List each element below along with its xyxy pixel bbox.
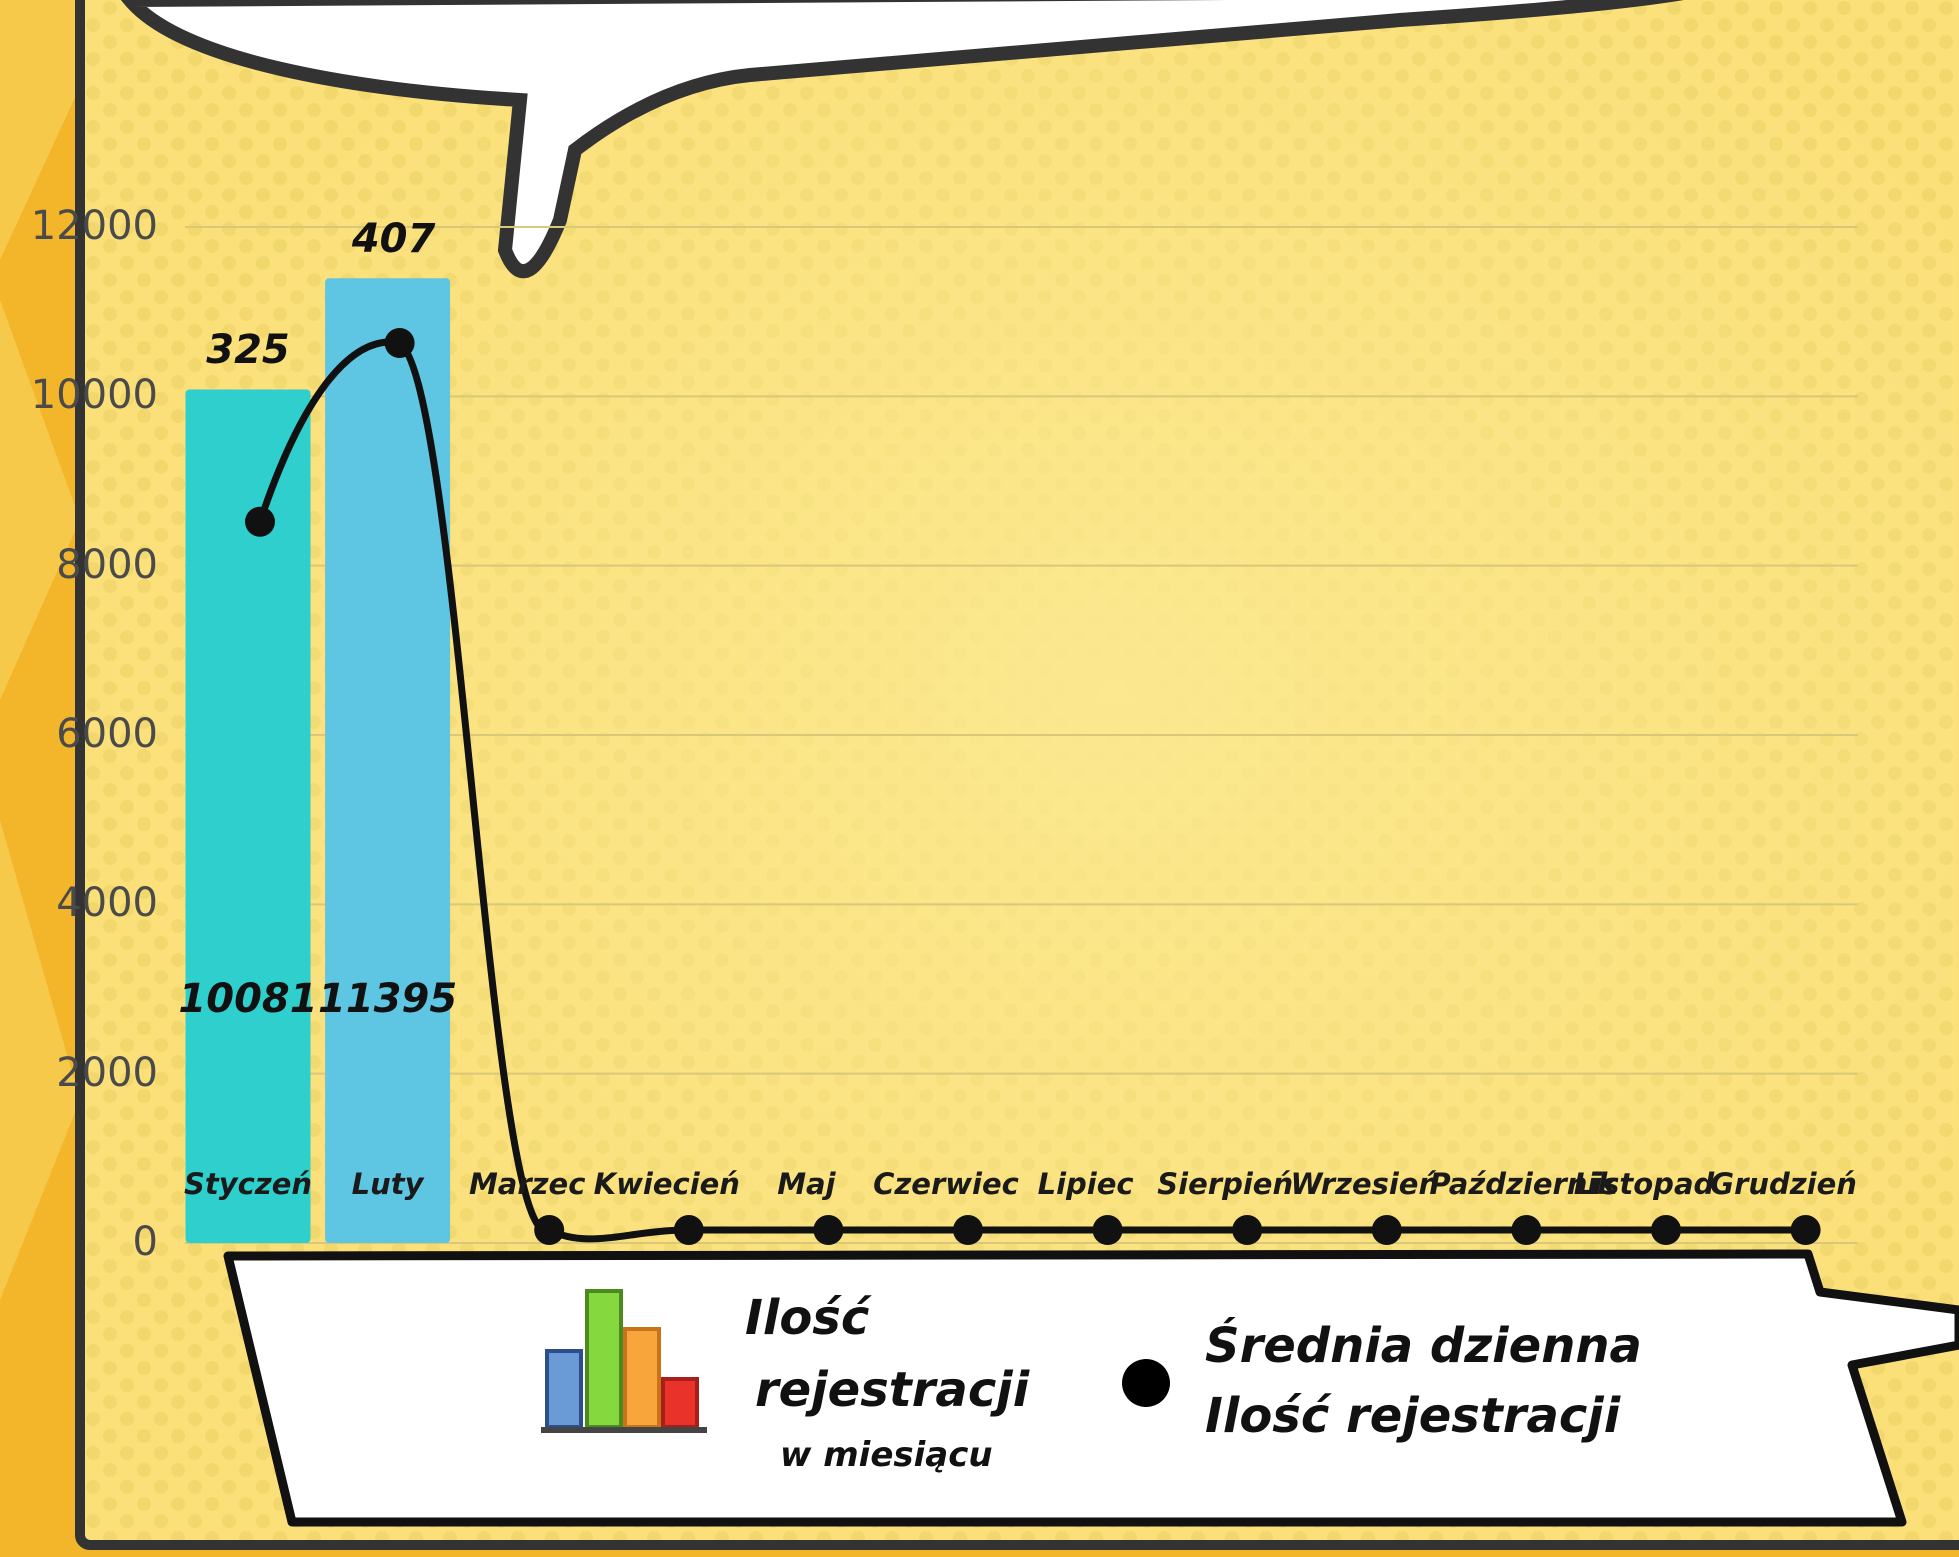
- average-point: [1790, 1215, 1821, 1245]
- average-points: [245, 328, 1821, 1245]
- bar: [325, 278, 451, 1243]
- legend-bubble: [223, 1249, 1959, 1527]
- y-tick-label: 12000: [30, 203, 158, 249]
- x-tick-label: Styczeń: [183, 1167, 313, 1201]
- x-tick-label: Kwiecień: [593, 1167, 740, 1201]
- speech-bubble-top: [120, 0, 1685, 279]
- bars-group: [185, 278, 451, 1243]
- average-value-label: 407: [351, 216, 436, 263]
- x-tick-label: Październik: [1429, 1167, 1617, 1201]
- average-point: [245, 506, 275, 537]
- average-point: [1232, 1215, 1263, 1245]
- bar-value-label: 10081: [178, 976, 318, 1022]
- y-tick-label: 8000: [56, 541, 158, 588]
- average-point: [384, 328, 415, 358]
- legend-bar-title-line2: rejestracji: [755, 1362, 1030, 1418]
- legend-line-title-line1: Średnia dzienna: [1205, 1318, 1642, 1374]
- average-value-label: 325: [206, 327, 290, 374]
- gridlines: [185, 226, 1858, 1244]
- bar-value-label: 11395: [318, 976, 458, 1022]
- y-tick-label: 10000: [30, 372, 158, 419]
- y-tick-label: 6000: [56, 711, 158, 757]
- legend-bar-title-line3: w miesiącu: [780, 1435, 993, 1475]
- average-point: [1371, 1215, 1402, 1245]
- legend-bar-title-line1: Ilość: [745, 1290, 870, 1346]
- average-line: [256, 338, 1806, 1243]
- y-tick-label: 2000: [56, 1049, 158, 1096]
- average-point: [1092, 1215, 1123, 1245]
- x-tick-label: Wrzesień: [1290, 1167, 1440, 1201]
- x-tick-label: Luty: [351, 1167, 424, 1201]
- bar: [185, 389, 311, 1243]
- average-point: [673, 1215, 704, 1245]
- legend-line-title-line2: Ilość rejestracji: [1205, 1388, 1621, 1444]
- x-tick-label: Maj: [777, 1167, 836, 1201]
- average-point: [534, 1215, 565, 1245]
- y-tick-label: 0: [132, 1219, 158, 1265]
- x-tick-label: Czerwiec: [873, 1167, 1019, 1201]
- bar-chart-icon: [541, 1289, 707, 1433]
- legend-dot-icon: [1122, 1359, 1170, 1407]
- y-tick-label: 4000: [56, 880, 158, 927]
- x-tick-label: Marzec: [468, 1167, 586, 1201]
- average-point: [1511, 1215, 1542, 1245]
- average-point: [813, 1215, 844, 1245]
- x-tick-label: Lipiec: [1037, 1167, 1134, 1201]
- x-tick-label: Grudzień: [1710, 1167, 1857, 1201]
- average-point: [1651, 1215, 1681, 1245]
- average-point: [953, 1215, 983, 1245]
- x-tick-label: Sierpień: [1157, 1167, 1294, 1201]
- x-tick-label: Listopad: [1573, 1167, 1715, 1201]
